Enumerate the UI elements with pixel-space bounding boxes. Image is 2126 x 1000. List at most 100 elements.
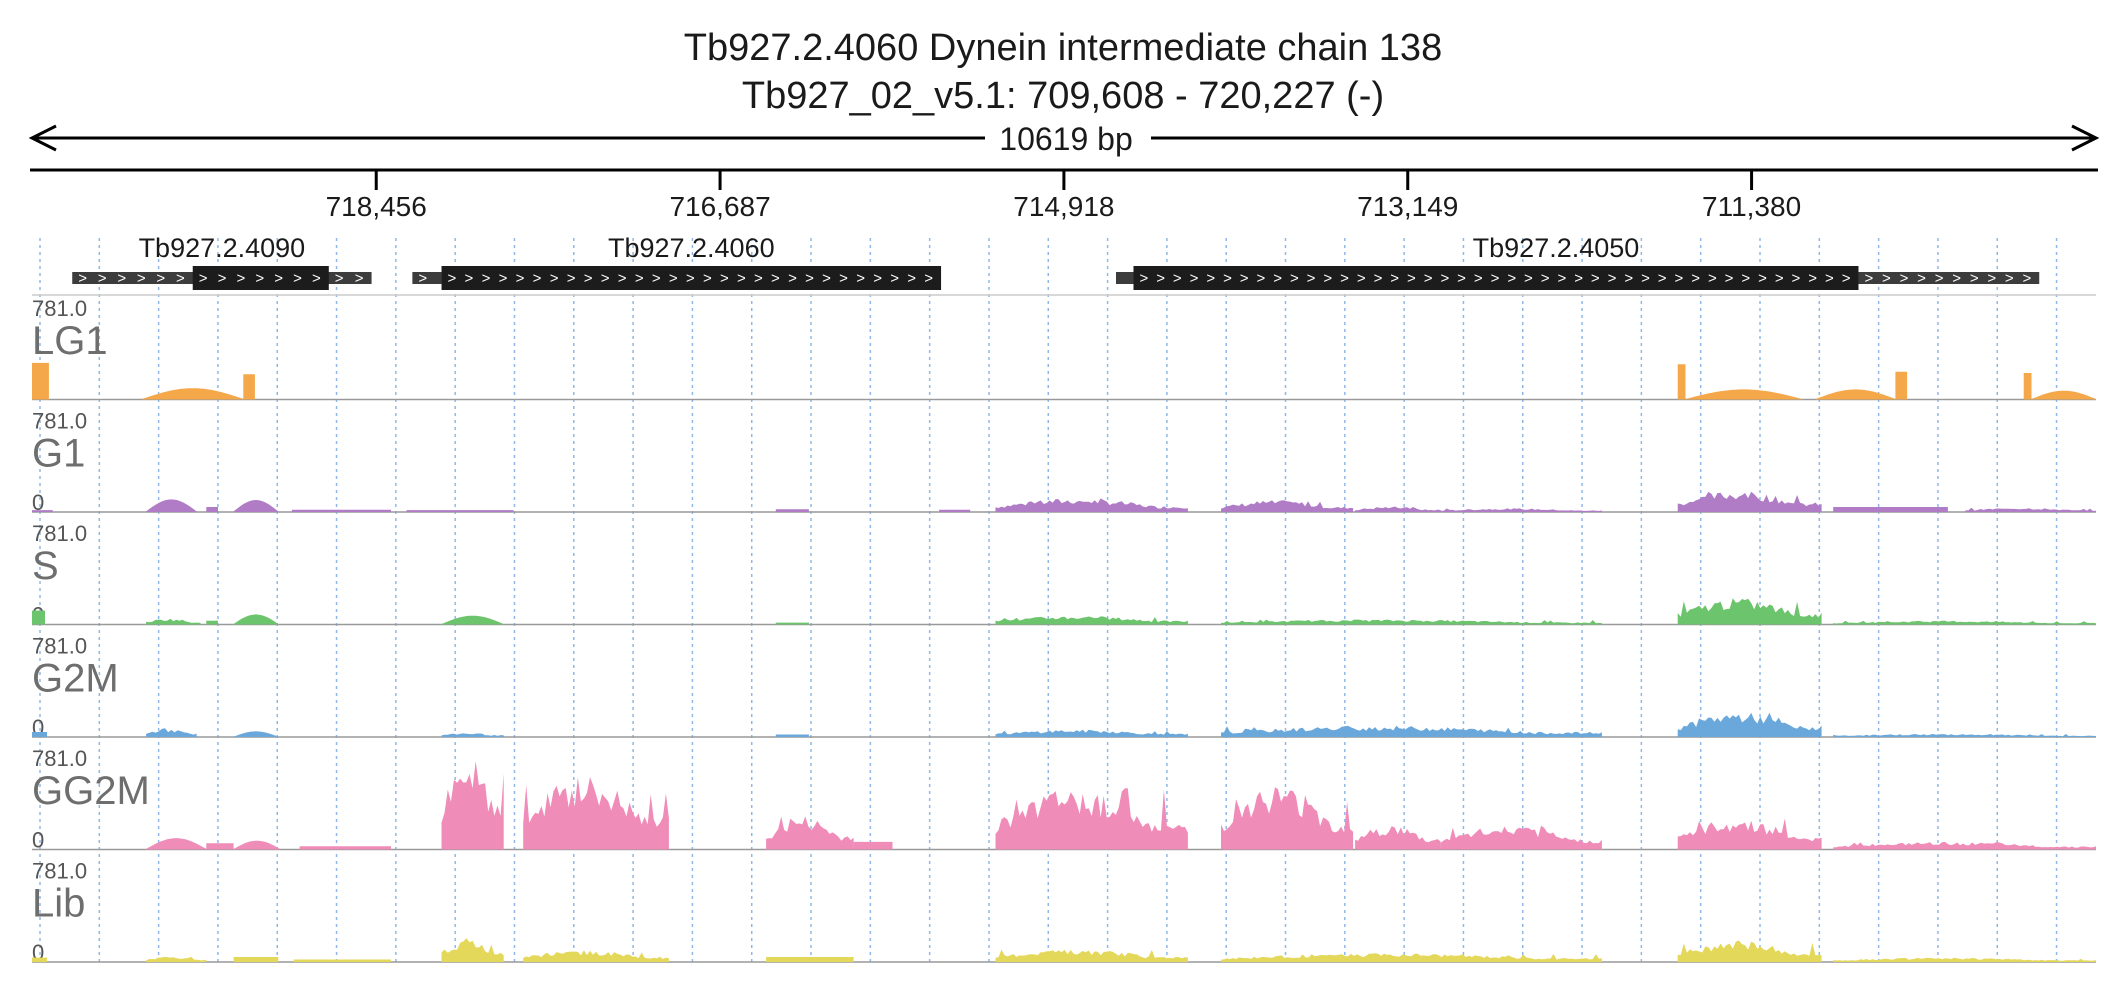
coverage-peak	[1677, 712, 1822, 737]
coverage-peak	[441, 615, 504, 625]
coverage-peak	[206, 620, 218, 625]
gene-cds	[192, 266, 329, 290]
gene-cds	[1133, 266, 1859, 290]
track-name: LG1	[32, 319, 108, 363]
track-ymax-label: 781.0	[32, 521, 87, 546]
coverage-peak	[1440, 825, 1602, 850]
cds-strand-arrows: > > > > > > > > > > > > > > > > > > > > …	[448, 270, 934, 287]
coverage-peak	[2023, 373, 2032, 400]
coverage-peak	[2031, 390, 2096, 400]
coverage-peak	[233, 614, 279, 625]
coverage-peak	[32, 732, 47, 737]
span-length: 10619 bp	[999, 121, 1132, 157]
coverage-peak	[1677, 491, 1822, 512]
track-name: G1	[32, 432, 85, 476]
coverage-peak	[233, 840, 281, 850]
gene-label: Tb927.2.4090	[139, 233, 306, 263]
coverage-peak	[1221, 500, 1354, 512]
utr-strand-arrows: > > > > > >	[78, 270, 185, 287]
ruler-tick-label: 716,687	[669, 191, 770, 222]
utr-strand-arrows: > >	[335, 270, 364, 287]
track-name: G2M	[32, 657, 119, 701]
coverage-peak	[995, 498, 1188, 512]
ruler-tick-label: 713,149	[1357, 191, 1458, 222]
coverage-peak	[299, 846, 391, 850]
utr-strand-arrows: >	[418, 270, 427, 287]
coverage-peak	[523, 950, 669, 962]
coverage-peak	[1355, 826, 1441, 850]
coverage-peak	[441, 761, 504, 850]
coverage-peak	[775, 734, 809, 737]
locus-label: Tb927_02_v5.1: 709,608 - 720,227 (-)	[742, 75, 1384, 117]
track-ymax-label: 781.0	[32, 746, 87, 771]
coverage-peak	[775, 509, 809, 512]
coverage-peak	[32, 510, 53, 512]
ruler-tick-label: 714,918	[1013, 191, 1114, 222]
track-name: S	[32, 544, 59, 588]
track-name: Lib	[32, 882, 85, 926]
coverage-peak	[939, 509, 971, 512]
coverage-peak	[32, 362, 49, 400]
coverage-peak	[1221, 725, 1602, 737]
coverage-peak	[995, 788, 1188, 850]
coverage-peak	[146, 728, 197, 737]
coverage-peak	[441, 733, 504, 737]
coverage-peak	[766, 816, 854, 850]
track-name: GG2M	[32, 769, 150, 813]
ruler-tick-label: 711,380	[1702, 191, 1801, 222]
coverage-peak	[1685, 389, 1803, 400]
coverage-track-g1: 781.0G1 0	[32, 409, 2096, 515]
gene-track: > > > > > > > >> > > > > > >Tb927.2.4090>…	[32, 233, 2096, 296]
gene-title: Tb927.2.4060 Dynein intermediate chain 1…	[684, 27, 1442, 69]
coverage-peak	[1965, 507, 2096, 512]
coverage-peak	[1221, 619, 1602, 625]
coverage-peak	[775, 622, 809, 625]
coverage-peak	[32, 610, 45, 625]
track-ymax-label: 781.0	[32, 296, 87, 321]
coverage-peak	[441, 938, 504, 962]
coverage-peak	[1677, 818, 1822, 850]
coverage-peak	[291, 509, 391, 512]
track-ymin-label: 0	[32, 828, 44, 853]
coverage-peak	[1833, 620, 2096, 625]
coverage-peak	[1815, 389, 1896, 400]
coverage-peak	[995, 729, 1188, 737]
coverage-peak	[146, 838, 207, 850]
gene-cds	[441, 266, 942, 290]
coverage-peak	[233, 731, 279, 737]
coverage-peak	[853, 841, 893, 850]
coverage-peak	[523, 777, 669, 850]
coverage-track-lg1: 781.0LG10	[32, 296, 2096, 403]
coverage-peak	[406, 510, 514, 512]
coverage-peak	[146, 499, 197, 512]
coverage-peak	[206, 507, 218, 512]
cds-strand-arrows: > > > > > > > > > > > > > > > > > > > > …	[1139, 270, 1850, 287]
coverage-peak	[142, 388, 244, 400]
track-ymax-label: 781.0	[32, 859, 87, 884]
coverage-peak	[233, 957, 279, 962]
coverage-peak	[1895, 371, 1908, 400]
coverage-peak	[1833, 507, 1948, 512]
coverage-peak	[1677, 364, 1686, 400]
coverage-peak	[1833, 733, 2096, 737]
coverage-peak	[1221, 953, 1602, 962]
coverage-peak	[1677, 940, 1822, 962]
coverage-peak	[1440, 508, 1602, 512]
coverage-peak	[766, 957, 854, 962]
ruler-ticks: 718,456 716,687 714,918 713,149 711,380	[326, 170, 1801, 222]
coverage-peak	[1221, 787, 1354, 850]
coverage-tracks: 781.0LG10781.0G10781.0S0781.0G2M0781.0GG…	[32, 296, 2096, 965]
gene-label: Tb927.2.4050	[1473, 233, 1640, 263]
track-ymax-label: 781.0	[32, 634, 87, 659]
coverage-track-s: 781.0S0	[32, 521, 2096, 628]
coverage-peak	[293, 959, 391, 962]
coverage-peak	[146, 618, 201, 625]
track-ymax-label: 781.0	[32, 409, 87, 434]
ruler-tick-label: 718,456	[326, 191, 427, 222]
coverage-peak	[1833, 957, 2096, 962]
span-arrow: 10619 bp	[28, 121, 2100, 157]
